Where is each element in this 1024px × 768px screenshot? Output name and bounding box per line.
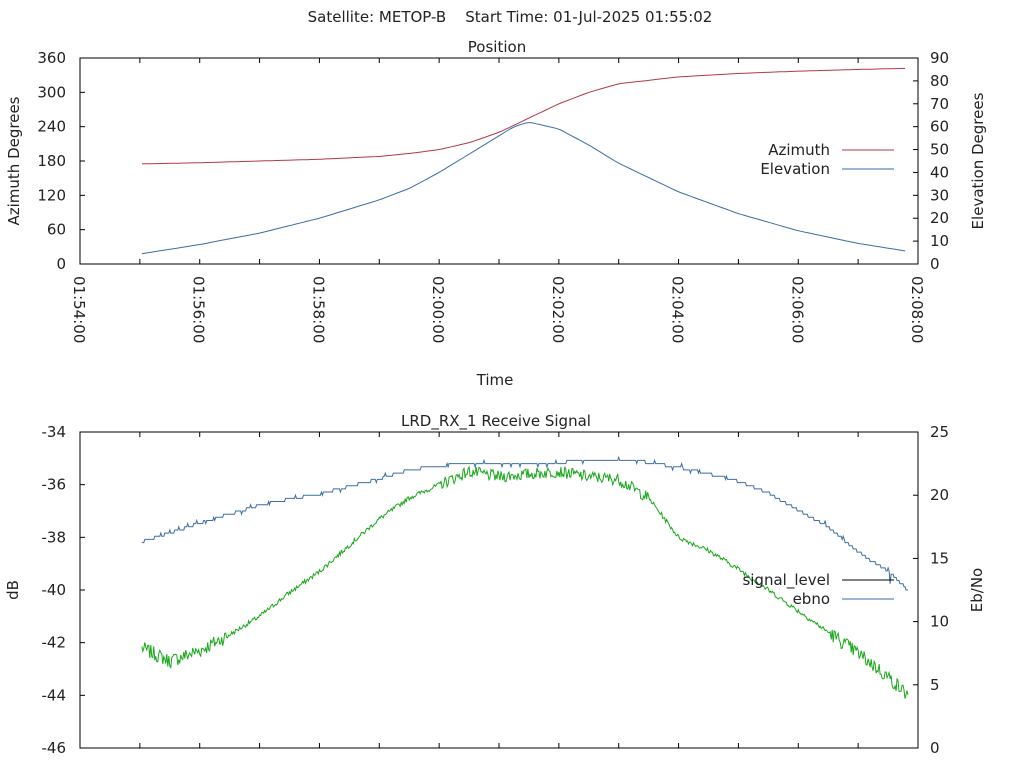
right-tick-label: 40 [930,163,949,181]
left-tick-label: -46 [42,739,67,757]
left-tick-label: 0 [56,255,66,273]
x-tick-label: 02:06:00 [788,276,806,343]
right-tick-label: 5 [930,676,940,694]
left-tick-label: 300 [37,83,66,101]
right-tick-label: 50 [930,141,949,159]
left-tick-label: -36 [42,476,67,494]
x-tick-label: 02:08:00 [908,276,926,343]
right-tick-label: 20 [930,209,949,227]
legend-label: Azimuth [768,141,830,159]
series-line-elevation [141,121,906,255]
x-tick-label: 01:54:00 [70,276,88,343]
right-tick-label: 25 [930,423,949,441]
left-tick-label: -44 [42,686,67,704]
series-line-ebno [141,455,908,591]
signal-chart-title: LRD_RX_1 Receive Signal [401,412,591,431]
position-x-axis-label: Time [476,371,514,389]
right-tick-label: 0 [930,255,940,273]
signal-right-axis-label: Eb/No [968,568,986,612]
legend-label: ebno [793,590,830,608]
right-tick-label: 20 [930,486,949,504]
signal-chart: -34 -36 -38 -40 -42 -44 -46 0 5 10 15 20 25 signal_le… [42,423,950,757]
signal-left-axis-label: dB [4,580,22,600]
left-tick-label: 60 [47,221,66,239]
right-tick-label: 0 [930,739,940,757]
position-chart: 0 60 120 180 240 300 360 0 10 20 30 40 50 60 70 80 90 01:… [37,49,949,343]
left-tick-label: -38 [42,528,67,546]
chart-marks: 060120180240300360010203040506070809001:… [37,49,949,757]
position-left-axis-label: Azimuth Degrees [5,96,23,225]
right-tick-label: 60 [930,118,949,136]
x-tick-label: 02:02:00 [549,276,567,343]
legend-label: Elevation [760,160,830,178]
right-tick-label: 70 [930,95,949,113]
left-tick-label: 360 [37,49,66,67]
left-tick-label: 240 [37,118,66,136]
left-tick-label: 180 [37,152,66,170]
position-chart-title: Position [468,38,526,56]
x-tick-label: 01:58:00 [309,276,327,343]
left-tick-label: 120 [37,186,66,204]
series-line-signal-level [141,465,909,699]
x-tick-label: 02:04:00 [669,276,687,343]
position-right-axis-label: Elevation Degrees [969,92,987,229]
x-tick-label: 02:00:00 [429,276,447,343]
series-line-azimuth [141,67,906,165]
right-tick-label: 30 [930,186,949,204]
legend-label: signal_level [742,571,830,590]
left-tick-label: -40 [42,581,67,599]
header-title: Satellite: METOP-B Start Time: 01-Jul-20… [308,8,713,26]
x-tick-label: 01:56:00 [190,276,208,343]
right-tick-label: 15 [930,549,949,567]
left-tick-label: -42 [42,634,67,652]
left-tick-label: -34 [42,423,67,441]
right-tick-label: 80 [930,72,949,90]
right-tick-label: 10 [930,613,949,631]
right-tick-label: 10 [930,232,949,250]
right-tick-label: 90 [930,49,949,67]
